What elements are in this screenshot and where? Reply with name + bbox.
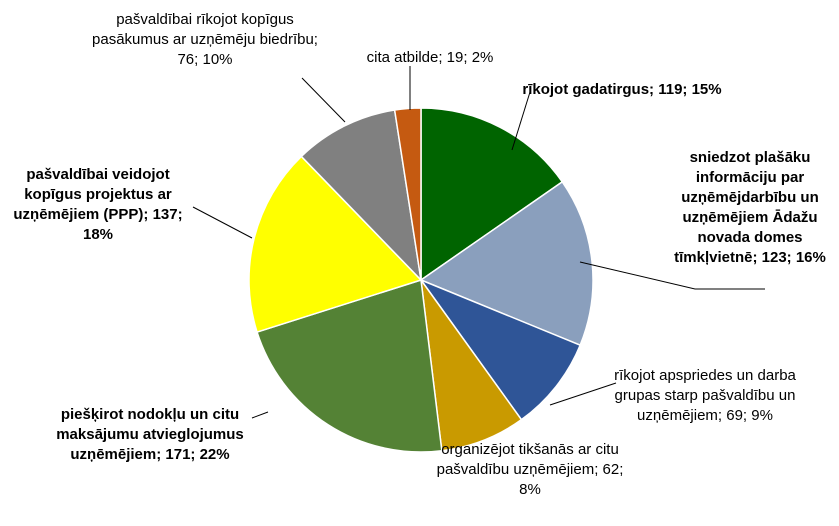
pie-slice xyxy=(300,109,423,283)
data-label: cita atbilde; 19; 2% xyxy=(366,49,494,66)
data-label: pašvaldībai veidojot kopīgus projektus a… xyxy=(13,166,183,243)
pie-slice xyxy=(418,278,582,421)
pie-slice xyxy=(248,155,423,334)
leader-line xyxy=(251,411,269,419)
pie-slice xyxy=(393,107,422,281)
data-label: rīkojot apspriedes un darba grupas starp… xyxy=(614,367,796,424)
data-label: organizējot tikšanās ar citu pašvaldību … xyxy=(436,441,624,498)
leader-line xyxy=(192,206,253,239)
leader-line xyxy=(301,77,346,123)
data-label: rīkojot gadatirgus; 119; 15% xyxy=(522,81,722,98)
pie-slice xyxy=(420,107,564,282)
leader-line xyxy=(511,91,531,151)
pie-slice xyxy=(419,180,594,347)
pie-slice xyxy=(256,279,443,453)
data-label: piešķirot nodokļu un citu maksājumu atvi… xyxy=(56,406,244,463)
data-label: sniedzot plašāku informāciju par uzņēmēj… xyxy=(674,149,826,266)
leader-line xyxy=(549,382,617,406)
leader-line xyxy=(579,261,765,290)
data-label: pašvaldībai rīkojot kopīgus pasākumus ar… xyxy=(92,11,318,68)
